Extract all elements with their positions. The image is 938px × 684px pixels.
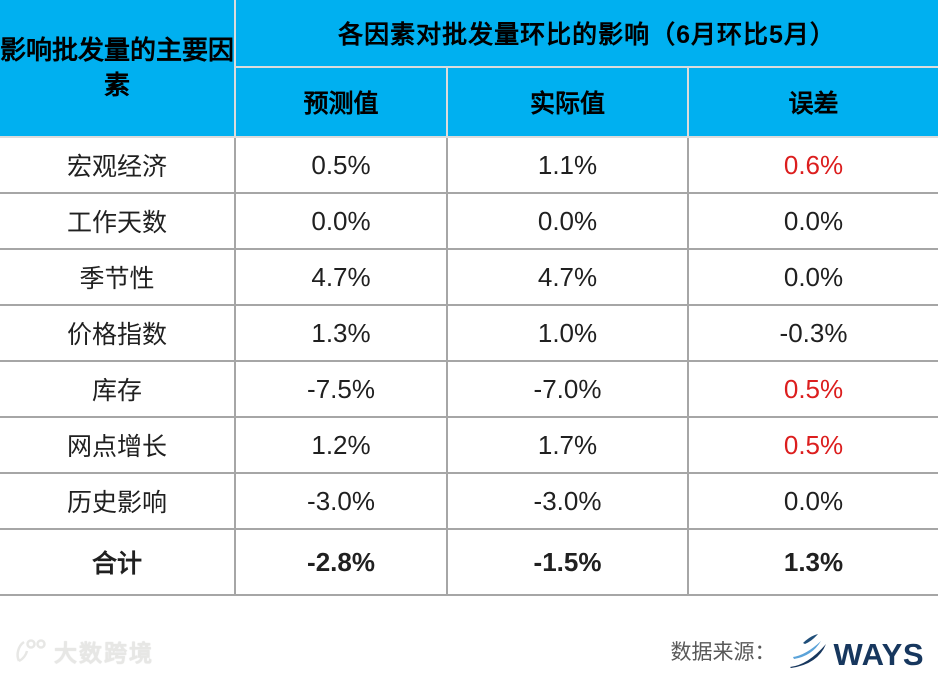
col-header-error: 误差: [686, 66, 938, 138]
error-cell: 0.5%: [686, 360, 938, 418]
corner-header: 影响批发量的主要因素: [0, 0, 236, 138]
actual-cell: -3.0%: [446, 472, 689, 530]
actual-cell: 1.0%: [446, 304, 689, 362]
source-label: 数据来源：: [670, 641, 776, 664]
col-header-forecast: 预测值: [234, 66, 448, 138]
error-cell: 0.5%: [686, 416, 938, 474]
factors-table: 影响批发量的主要因素 各因素对批发量环比的影响（6月环比5月） 预测值 实际值 …: [0, 0, 938, 596]
watermark-text: 大数跨境: [54, 640, 154, 666]
error-cell: -0.3%: [686, 304, 938, 362]
title-row: 影响批发量的主要因素 各因素对批发量环比的影响（6月环比5月）: [0, 0, 938, 138]
actual-cell: -1.5%: [446, 528, 689, 596]
table-row: 季节性 4.7% 4.7% 0.0%: [0, 248, 938, 306]
actual-cell: 1.7%: [446, 416, 689, 474]
ways-logo-text: WAYS: [833, 637, 924, 673]
error-cell: 0.0%: [686, 248, 938, 306]
table-row: 网点增长 1.2% 1.7% 0.5%: [0, 416, 938, 474]
footer: 大数跨境 数据来源： WAYS: [0, 618, 938, 684]
row-label: 季节性: [0, 248, 236, 306]
actual-cell: 1.1%: [446, 136, 689, 194]
forecast-cell: -7.5%: [234, 360, 448, 418]
row-label: 合计: [0, 528, 236, 596]
row-label: 价格指数: [0, 304, 236, 362]
table-title: 各因素对批发量环比的影响（6月环比5月）: [233, 0, 938, 68]
row-label: 历史影响: [0, 472, 236, 530]
row-label: 宏观经济: [0, 136, 236, 194]
table-row: 工作天数 0.0% 0.0% 0.0%: [0, 192, 938, 250]
forecast-cell: 1.3%: [234, 304, 448, 362]
forecast-cell: 4.7%: [234, 248, 448, 306]
table-row: 历史影响 -3.0% -3.0% 0.0%: [0, 472, 938, 530]
error-cell: 0.0%: [686, 472, 938, 530]
ways-swoosh-icon: [789, 634, 826, 668]
error-cell: 0.6%: [686, 136, 938, 194]
forecast-cell: 0.5%: [234, 136, 448, 194]
forecast-cell: -2.8%: [234, 528, 448, 596]
col-header-actual: 实际值: [446, 66, 689, 138]
table-row: 价格指数 1.3% 1.0% -0.3%: [0, 304, 938, 362]
error-cell: 0.0%: [686, 192, 938, 250]
table-row: 库存 -7.5% -7.0% 0.5%: [0, 360, 938, 418]
row-label: 库存: [0, 360, 236, 418]
data-source: 数据来源： WAYS: [670, 633, 924, 673]
total-row: 合计 -2.8% -1.5% 1.3%: [0, 528, 938, 596]
watermark: 大数跨境: [14, 634, 154, 668]
forecast-cell: -3.0%: [234, 472, 448, 530]
watermark-logo-icon: [16, 639, 46, 663]
actual-cell: -7.0%: [446, 360, 689, 418]
row-label: 网点增长: [0, 416, 236, 474]
row-label: 工作天数: [0, 192, 236, 250]
column-header-row: 预测值 实际值 误差: [0, 66, 938, 138]
forecast-cell: 1.2%: [234, 416, 448, 474]
ways-logo: WAYS: [788, 633, 924, 673]
forecast-cell: 0.0%: [234, 192, 448, 250]
actual-cell: 4.7%: [446, 248, 689, 306]
error-cell: 1.3%: [686, 528, 938, 596]
table-row: 宏观经济 0.5% 1.1% 0.6%: [0, 136, 938, 194]
actual-cell: 0.0%: [446, 192, 689, 250]
